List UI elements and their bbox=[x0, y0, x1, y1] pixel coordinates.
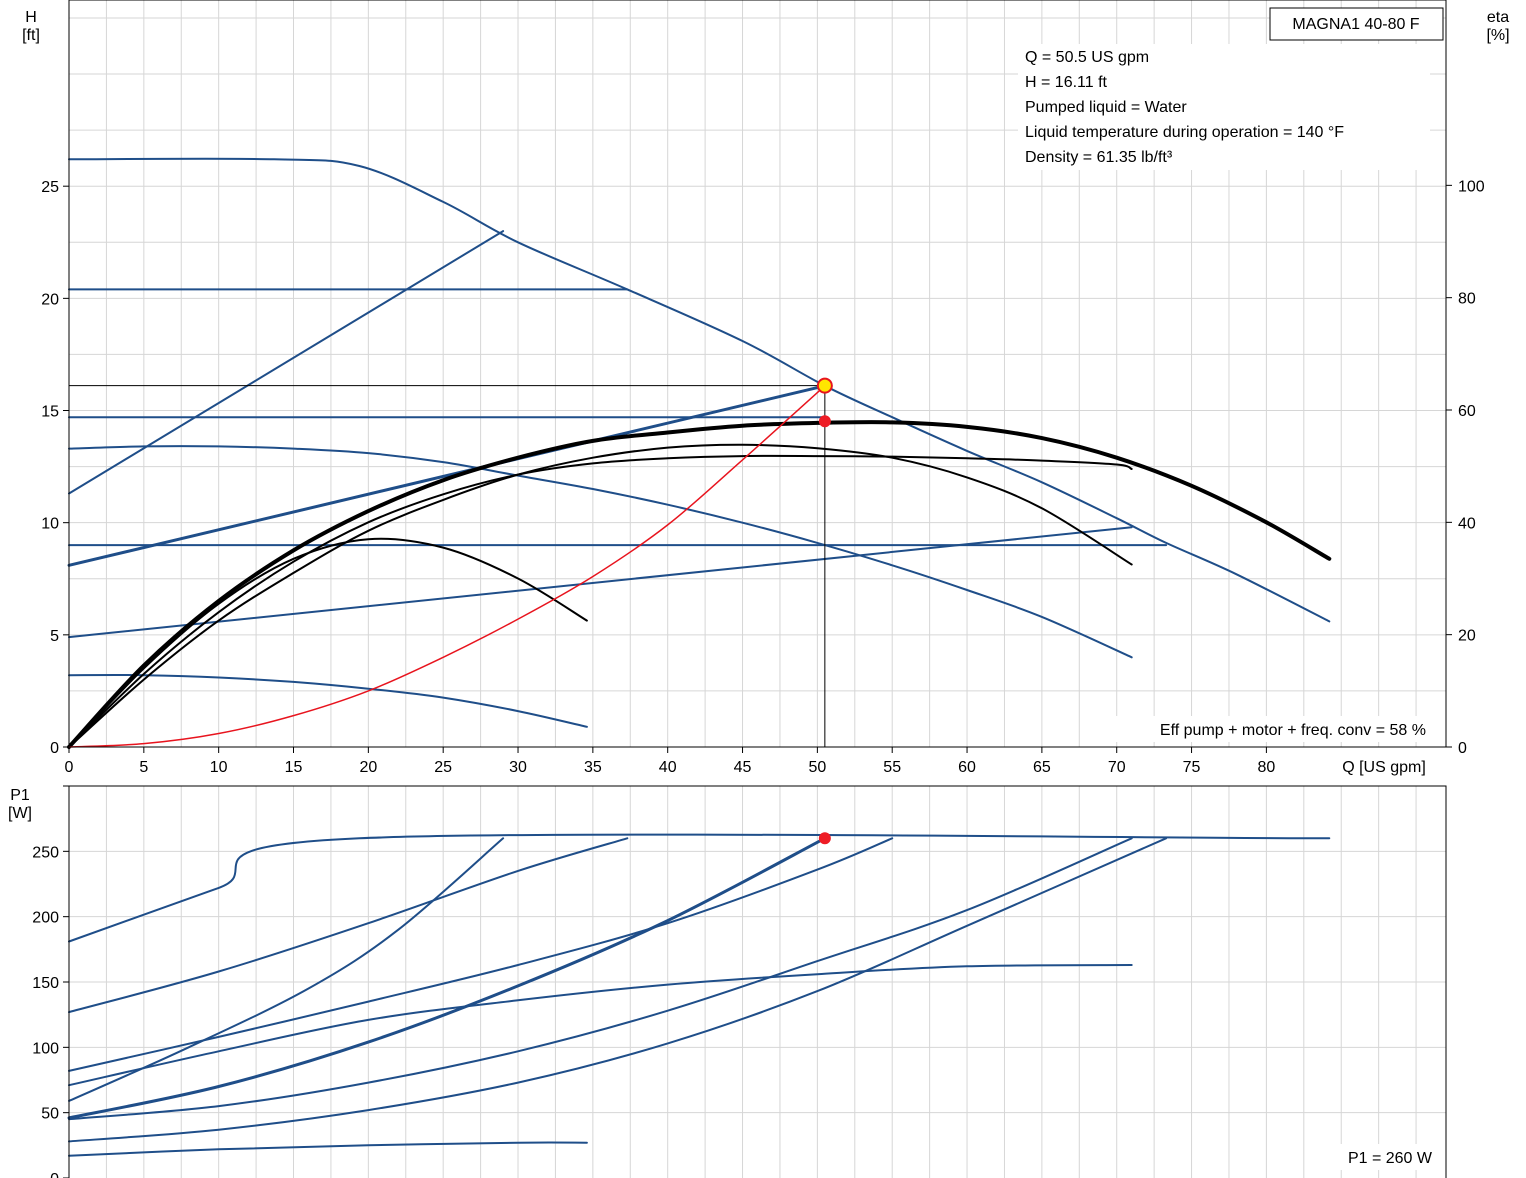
power-note-background bbox=[1330, 1144, 1434, 1170]
system-curve-13 bbox=[68, 385, 826, 748]
head-curve-0 bbox=[68, 157, 1331, 623]
x-tick-label: 80 bbox=[1257, 759, 1275, 776]
x-tick-label: 55 bbox=[883, 759, 901, 776]
eta-axis-unit: [%] bbox=[1486, 27, 1509, 44]
efficiency-curve-9 bbox=[67, 420, 1332, 749]
efficiency-note: Eff pump + motor + freq. conv = 58 % bbox=[1160, 722, 1426, 739]
info-flow: Q = 50.5 US gpm bbox=[1025, 49, 1149, 66]
head-tick-label: 25 bbox=[41, 179, 59, 196]
info-head: H = 16.11 ft bbox=[1025, 74, 1108, 91]
head-curve-6 bbox=[68, 526, 1133, 639]
head-tick-label: 20 bbox=[41, 291, 59, 308]
power-axis-label: P1 bbox=[10, 787, 30, 804]
x-tick-label: 20 bbox=[359, 759, 377, 776]
power-curve-1 bbox=[68, 837, 505, 1102]
power-tick-label: 50 bbox=[41, 1106, 59, 1123]
x-tick-label: 15 bbox=[285, 759, 303, 776]
head-tick-label: 15 bbox=[41, 404, 59, 421]
head-tick-label: 0 bbox=[50, 740, 59, 757]
head-chart-grid bbox=[69, 0, 1446, 747]
efficiency-curve-12 bbox=[68, 537, 588, 748]
head-chart-axes: 0 5 10 15 20 25 30 35 40 45 50 55 60 65 70 75 80 0 5 10 15 20… bbox=[41, 0, 1485, 776]
x-tick-label: 35 bbox=[584, 759, 602, 776]
x-tick-label: 70 bbox=[1108, 759, 1126, 776]
x-axis-label: Q [US gpm] bbox=[1342, 759, 1426, 776]
info-density: Density = 61.35 lb/ft³ bbox=[1025, 149, 1173, 166]
duty-point-marker bbox=[816, 377, 833, 394]
head-curve-4 bbox=[68, 230, 505, 495]
efficiency-curve-10 bbox=[68, 454, 1133, 748]
eta-tick-label: 40 bbox=[1458, 515, 1476, 532]
x-tick-label: 45 bbox=[734, 759, 752, 776]
head-axis-label: H bbox=[25, 9, 37, 26]
head-curve-8 bbox=[68, 674, 588, 728]
info-liquid: Pumped liquid = Water bbox=[1025, 99, 1187, 116]
power-curve-6 bbox=[68, 837, 1168, 1143]
head-curve-5 bbox=[67, 384, 827, 567]
power-point-marker bbox=[818, 832, 831, 845]
head-chart-curves bbox=[67, 157, 1332, 749]
power-tick-label: 150 bbox=[32, 975, 59, 992]
power-tick-label: 0 bbox=[50, 1171, 59, 1178]
eta-tick-label: 80 bbox=[1458, 291, 1476, 308]
power-curve-4 bbox=[68, 837, 894, 1072]
power-curve-3 bbox=[67, 836, 827, 1120]
head-tick-label: 5 bbox=[50, 628, 59, 645]
power-curve-2 bbox=[68, 837, 629, 1014]
eta-tick-label: 60 bbox=[1458, 403, 1476, 420]
eta-tick-label: 100 bbox=[1458, 178, 1485, 195]
head-axis-unit: [ft] bbox=[22, 27, 40, 44]
power-tick-label: 100 bbox=[32, 1040, 59, 1057]
eta-axis-label: eta bbox=[1487, 9, 1509, 26]
power-curve-7 bbox=[68, 964, 1133, 1087]
pump-model-box bbox=[1269, 7, 1444, 41]
x-tick-label: 0 bbox=[65, 759, 74, 776]
x-tick-label: 65 bbox=[1033, 759, 1051, 776]
eta-tick-label: 20 bbox=[1458, 628, 1476, 645]
info-block-background bbox=[1018, 44, 1430, 170]
efficiency-note-background bbox=[1088, 716, 1434, 742]
power-curve-5 bbox=[68, 837, 1133, 1121]
power-curve-0 bbox=[68, 833, 1331, 943]
power-chart-frame bbox=[68, 785, 1447, 1178]
x-tick-label: 25 bbox=[434, 759, 452, 776]
info-temperature: Liquid temperature during operation = 14… bbox=[1025, 124, 1344, 141]
power-tick-label: 250 bbox=[32, 844, 59, 861]
head-chart-frame bbox=[68, 0, 1447, 748]
x-tick-label: 50 bbox=[808, 759, 826, 776]
x-tick-label: 60 bbox=[958, 759, 976, 776]
x-tick-label: 10 bbox=[210, 759, 228, 776]
x-tick-label: 75 bbox=[1183, 759, 1201, 776]
power-tick-label: 200 bbox=[32, 910, 59, 927]
pump-model-label: MAGNA1 40-80 F bbox=[1292, 16, 1419, 33]
head-tick-label: 10 bbox=[41, 516, 59, 533]
power-axis-unit: [W] bbox=[8, 805, 32, 822]
efficiency-curve-11 bbox=[68, 443, 1133, 748]
efficiency-point-marker bbox=[818, 415, 831, 428]
x-tick-label: 30 bbox=[509, 759, 527, 776]
power-chart-curves bbox=[67, 832, 1331, 1157]
x-tick-label: 5 bbox=[139, 759, 148, 776]
power-note: P1 = 260 W bbox=[1348, 1150, 1433, 1167]
x-tick-label: 40 bbox=[659, 759, 677, 776]
head-curve-7 bbox=[68, 445, 1133, 659]
power-curve-8 bbox=[68, 1141, 588, 1157]
eta-tick-label: 0 bbox=[1458, 740, 1467, 757]
power-chart-axes: 0 50 100 150 200 250 bbox=[32, 785, 1447, 1178]
